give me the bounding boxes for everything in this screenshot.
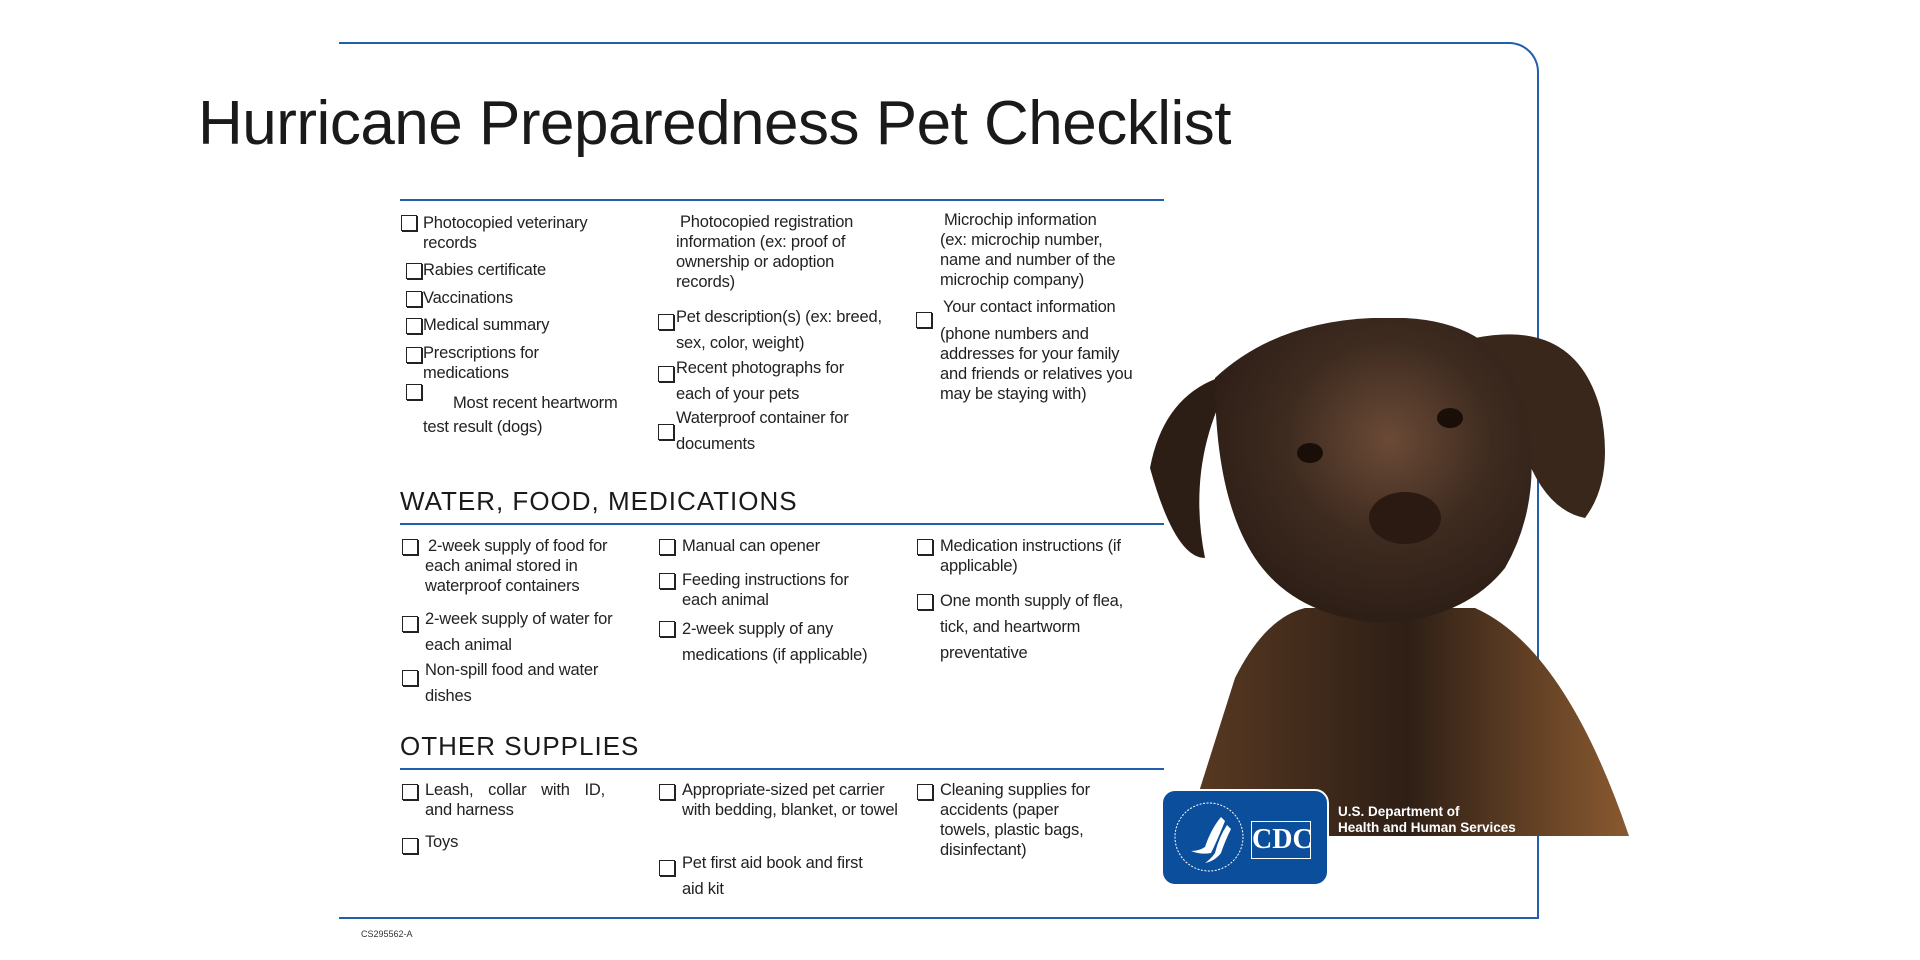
checkbox[interactable] <box>658 314 674 330</box>
list-item: Appropriate-sized pet carrier with beddi… <box>682 781 898 819</box>
checkbox[interactable] <box>402 670 418 686</box>
checkbox[interactable] <box>659 539 675 555</box>
checkbox[interactable] <box>402 539 418 555</box>
checkbox[interactable] <box>406 384 422 400</box>
hhs-line1: U.S. Department of <box>1338 804 1460 819</box>
list-item: Rabies certificate <box>423 261 546 279</box>
checkbox[interactable] <box>917 539 933 555</box>
hhs-eagle-seal-icon <box>1174 802 1244 872</box>
list-item: Photocopied veterinary records <box>423 214 588 252</box>
list-item: One month supply of flea, tick, and hear… <box>940 592 1124 662</box>
list-item: Vaccinations <box>423 289 513 307</box>
list-item: Toys <box>425 833 459 851</box>
divider <box>400 199 1164 201</box>
hhs-label: U.S. Department of Health and Human Serv… <box>1338 804 1516 836</box>
list-item: Prescriptions for medications <box>423 344 539 382</box>
list-item: Microchip information (ex: microchip num… <box>940 211 1116 289</box>
list-item: 2-week supply of any medications (if app… <box>682 620 868 664</box>
list-item: Pet first aid book and first aid kit <box>682 854 863 898</box>
checkbox[interactable] <box>659 784 675 800</box>
hhs-line2: Health and Human Services <box>1338 820 1516 835</box>
list-item: Recent photographs for each of your pets <box>676 359 845 403</box>
cdc-logo: CDC <box>1161 789 1329 886</box>
list-item: Most recent heartworm test result (dogs) <box>423 394 618 436</box>
list-item: Cleaning supplies for accidents (paper t… <box>940 781 1090 859</box>
list-item: Non-spill food and water dishes <box>425 661 599 705</box>
checkbox[interactable] <box>659 621 675 637</box>
checkbox[interactable] <box>402 838 418 854</box>
list-item: (phone numbers and addresses for your fa… <box>940 325 1133 403</box>
checkbox[interactable] <box>406 291 422 307</box>
cdc-wordmark: CDC <box>1251 821 1313 859</box>
list-item: Pet description(s) (ex: breed, sex, colo… <box>676 308 882 352</box>
divider <box>400 768 1164 770</box>
dog-photo <box>1150 318 1629 836</box>
list-item: Leash, collar with ID, and harness <box>425 781 605 819</box>
checkbox[interactable] <box>917 594 933 610</box>
list-item: Waterproof container for documents <box>676 409 849 453</box>
checkbox[interactable] <box>916 312 932 328</box>
checkbox[interactable] <box>659 860 675 876</box>
checkbox[interactable] <box>658 366 674 382</box>
checkbox[interactable] <box>917 784 933 800</box>
list-item: Medication instructions (if applicable) <box>940 537 1121 575</box>
section-heading: OTHER SUPPLIES <box>400 731 640 761</box>
checkbox[interactable] <box>406 263 422 279</box>
checkbox[interactable] <box>406 347 422 363</box>
checkbox[interactable] <box>402 784 418 800</box>
checkbox[interactable] <box>402 616 418 632</box>
list-item: 2-week supply of water for each animal <box>425 610 613 654</box>
divider <box>400 523 1164 525</box>
list-item: 2-week supply of food for each animal st… <box>425 537 608 595</box>
list-item: Photocopied registration information (ex… <box>676 213 854 291</box>
checkbox[interactable] <box>658 424 674 440</box>
checkbox[interactable] <box>659 573 675 589</box>
checkbox[interactable] <box>401 215 417 231</box>
checkbox[interactable] <box>406 318 422 334</box>
document-code: CS295562-A <box>361 929 413 939</box>
section-heading: WATER, FOOD, MEDICATIONS <box>400 486 798 516</box>
list-item: Feeding instructions for each animal <box>682 571 849 609</box>
page-title: Hurricane Preparedness Pet Checklist <box>198 89 1232 158</box>
list-item: Your contact information <box>943 298 1116 316</box>
list-item: Manual can opener <box>682 537 820 555</box>
list-item: Medical summary <box>423 316 550 334</box>
